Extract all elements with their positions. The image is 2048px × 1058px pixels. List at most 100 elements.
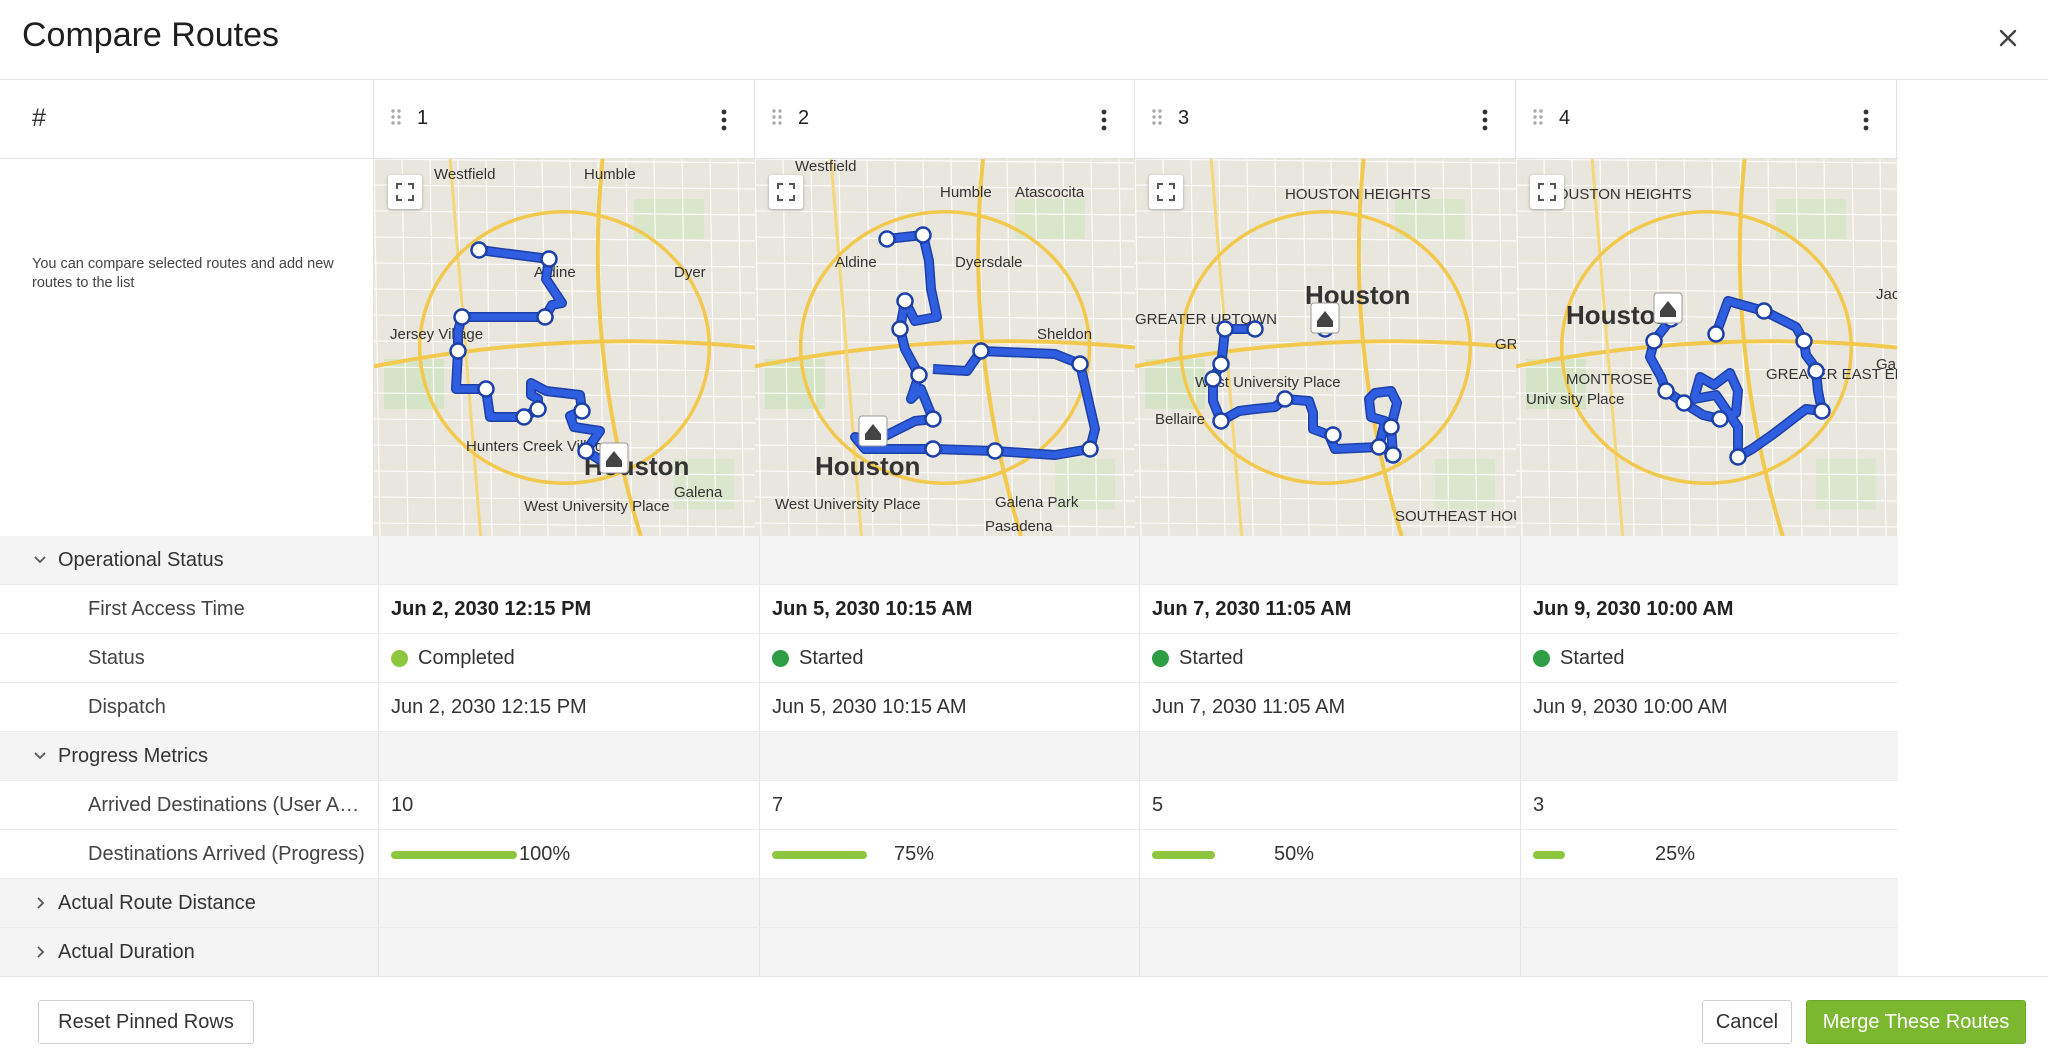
route-stop-marker[interactable] bbox=[1729, 448, 1747, 466]
route-stop-marker[interactable] bbox=[1675, 394, 1693, 412]
status-dot bbox=[772, 650, 789, 667]
route-map[interactable]: Westfield Humble Atascocita Aldine Dyersdale… bbox=[755, 159, 1135, 536]
route-stop-marker[interactable] bbox=[1795, 332, 1813, 350]
route-stop-marker[interactable] bbox=[1755, 302, 1773, 320]
close-button[interactable] bbox=[1990, 20, 2026, 56]
home-icon[interactable] bbox=[858, 415, 888, 447]
route-stop-marker[interactable] bbox=[914, 226, 932, 244]
route-stop-marker[interactable] bbox=[1657, 382, 1675, 400]
route-stop-marker[interactable] bbox=[1071, 355, 1089, 373]
group-row-operational-status: Operational Status bbox=[0, 536, 1898, 585]
route-stop-marker[interactable] bbox=[1370, 438, 1388, 456]
map-place-label: Dyer bbox=[674, 264, 706, 281]
route-stop-marker[interactable] bbox=[1212, 412, 1230, 430]
drag-handle-icon[interactable] bbox=[1532, 108, 1544, 130]
progress-bar-fill bbox=[1533, 851, 1565, 859]
chevron-right-icon[interactable] bbox=[33, 945, 47, 959]
map-canvas: Westfield Humble Atascocita Aldine Dyersdale… bbox=[755, 159, 1135, 536]
route-stop-marker[interactable] bbox=[449, 342, 467, 360]
route-stop-marker[interactable] bbox=[1707, 325, 1725, 343]
route-stop-marker[interactable] bbox=[1807, 362, 1825, 380]
status-dot bbox=[391, 650, 408, 667]
route-map[interactable]: HOUSTON HEIGHTSHoustonJacinMONTROSEGREAT… bbox=[1516, 159, 1897, 536]
home-icon[interactable] bbox=[1310, 302, 1340, 334]
route-stop-marker[interactable] bbox=[878, 230, 896, 248]
route-stop-marker[interactable] bbox=[1216, 320, 1234, 338]
progress-bar bbox=[772, 851, 898, 859]
route-stop-marker[interactable] bbox=[577, 442, 595, 460]
value-cell bbox=[1139, 732, 1520, 780]
cancel-button[interactable]: Cancel bbox=[1702, 1000, 1792, 1044]
route-stop-marker[interactable] bbox=[1081, 440, 1099, 458]
close-icon bbox=[1999, 29, 2017, 47]
arrived-destinations-value: 10 bbox=[391, 794, 414, 816]
kebab-menu-icon[interactable] bbox=[1100, 107, 1108, 133]
progress-bar-fill bbox=[772, 851, 867, 859]
route-stop-marker[interactable] bbox=[1711, 410, 1729, 428]
map-place-label: Westfield bbox=[434, 166, 495, 183]
route-map[interactable]: Westfield Humble Aldine Dyer Jersey Village H… bbox=[374, 159, 755, 536]
group-label-cell[interactable]: Actual Duration bbox=[0, 928, 378, 976]
value-cell bbox=[1520, 732, 1898, 780]
route-map[interactable]: HOUSTON HEIGHTS Houston GREATER UPTOWN West… bbox=[1135, 159, 1516, 536]
route-stop-marker[interactable] bbox=[1324, 426, 1342, 444]
home-icon[interactable] bbox=[599, 442, 629, 474]
route-stop-marker[interactable] bbox=[972, 342, 990, 360]
compare-description: You can compare selected routes and add … bbox=[32, 256, 334, 291]
kebab-menu-icon[interactable] bbox=[720, 107, 728, 133]
route-stop-marker[interactable] bbox=[986, 442, 1004, 460]
route-stop-marker[interactable] bbox=[896, 292, 914, 310]
value-cell bbox=[759, 928, 1139, 976]
route-stop-marker[interactable] bbox=[1813, 402, 1831, 420]
progress-percent: 50% bbox=[1274, 843, 1315, 865]
reset-pinned-rows-button[interactable]: Reset Pinned Rows bbox=[38, 1000, 254, 1044]
route-stop-marker[interactable] bbox=[910, 366, 928, 384]
status-value: Completed bbox=[418, 647, 515, 669]
value-cell: Started bbox=[1139, 634, 1520, 682]
drag-handle-icon[interactable] bbox=[1151, 108, 1163, 130]
route-stop-marker[interactable] bbox=[891, 320, 909, 338]
route-stop-marker[interactable] bbox=[1645, 332, 1663, 350]
route-stop-marker[interactable] bbox=[529, 400, 547, 418]
expand-map-button[interactable] bbox=[1530, 175, 1564, 209]
drag-handle-icon[interactable] bbox=[390, 108, 402, 130]
kebab-menu-icon[interactable] bbox=[1481, 107, 1489, 133]
chevron-down-icon[interactable] bbox=[33, 749, 47, 763]
route-stop-marker[interactable] bbox=[1212, 355, 1230, 373]
expand-map-button[interactable] bbox=[769, 175, 803, 209]
expand-map-button[interactable] bbox=[388, 175, 422, 209]
kebab-menu-icon[interactable] bbox=[1862, 107, 1870, 133]
merge-routes-button[interactable]: Merge These Routes bbox=[1806, 1000, 2026, 1044]
drag-handle-icon[interactable] bbox=[771, 108, 783, 130]
map-place-label: West University Place bbox=[524, 498, 670, 515]
route-stop-marker[interactable] bbox=[1246, 320, 1264, 338]
map-canvas: HOUSTON HEIGHTSHoustonJacinMONTROSEGREAT… bbox=[1516, 159, 1897, 536]
route-stop-marker[interactable] bbox=[470, 241, 488, 259]
row-destinations-arrived: Destinations Arrived (Progress) 100% 75% 5… bbox=[0, 830, 1898, 879]
route-stop-marker[interactable] bbox=[1382, 418, 1400, 436]
group-label-cell[interactable]: Progress Metrics bbox=[0, 732, 378, 780]
chevron-down-icon[interactable] bbox=[33, 553, 47, 567]
expand-map-button[interactable] bbox=[1149, 175, 1183, 209]
chevron-right-icon[interactable] bbox=[33, 896, 47, 910]
group-label-cell[interactable]: Actual Route Distance bbox=[0, 879, 378, 927]
map-place-label: West University Place bbox=[1195, 374, 1341, 391]
route-stop-marker[interactable] bbox=[924, 410, 942, 428]
route-stop-marker[interactable] bbox=[477, 380, 495, 398]
route-stop-marker[interactable] bbox=[924, 440, 942, 458]
expand-icon bbox=[1157, 183, 1175, 201]
route-stop-marker[interactable] bbox=[1384, 446, 1402, 464]
route-stop-marker[interactable] bbox=[515, 408, 533, 426]
route-stop-marker[interactable] bbox=[540, 250, 558, 268]
group-label-cell[interactable]: Operational Status bbox=[0, 536, 378, 584]
route-stop-marker[interactable] bbox=[453, 308, 471, 326]
dialog-title: Compare Routes bbox=[22, 16, 280, 54]
home-icon[interactable] bbox=[1653, 292, 1683, 324]
value-cell: 7 bbox=[759, 781, 1139, 829]
route-stop-marker[interactable] bbox=[536, 308, 554, 326]
route-stop-marker[interactable] bbox=[1276, 390, 1294, 408]
route-stop-marker[interactable] bbox=[573, 402, 591, 420]
route-stop-marker[interactable] bbox=[1204, 370, 1222, 388]
first-access-time-value: Jun 5, 2030 10:15 AM bbox=[772, 598, 973, 620]
